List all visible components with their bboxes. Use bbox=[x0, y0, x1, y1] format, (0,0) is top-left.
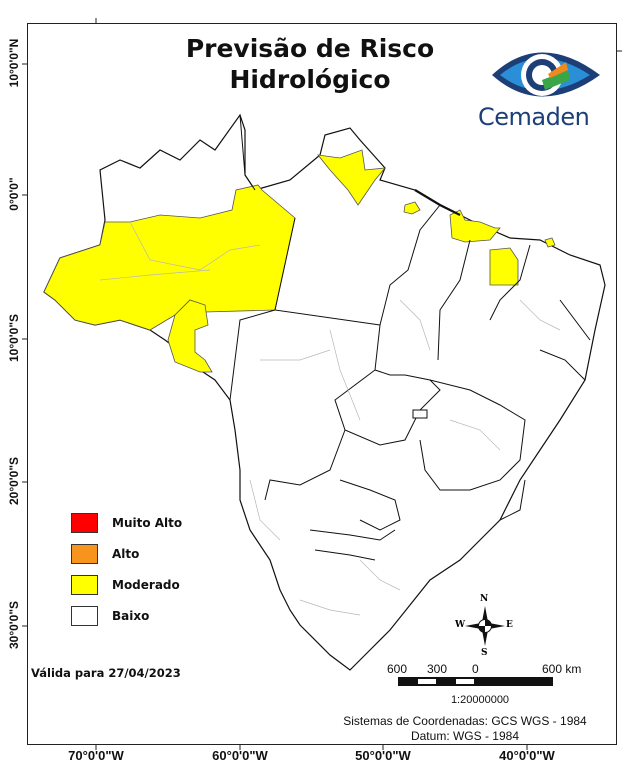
datum-line: Datum: WGS - 1984 bbox=[410, 729, 520, 743]
legend-label: Baixo bbox=[112, 608, 150, 623]
region-amapa bbox=[317, 149, 386, 206]
map-frame bbox=[27, 23, 617, 745]
distrito-federal bbox=[412, 409, 428, 419]
legend-item-moderado: Moderado bbox=[71, 569, 182, 600]
lat-label-30s: 30°0'0"S bbox=[7, 600, 21, 650]
title-line-2: Hidrológico bbox=[229, 65, 391, 94]
swatch-alto bbox=[71, 543, 98, 564]
lat-label-0: 0°0'0" bbox=[7, 177, 21, 211]
title-line-1: Previsão de Risco bbox=[185, 34, 435, 63]
scale-bar bbox=[398, 677, 553, 686]
logo-text: Cemaden bbox=[478, 103, 590, 131]
scale-ratio: 1:20000000 bbox=[450, 694, 510, 706]
swatch-baixo bbox=[71, 605, 98, 626]
scale-label-600-left: 600 bbox=[387, 662, 408, 676]
region-amazonas-west bbox=[43, 184, 296, 331]
lon-label-50w: 50°0'0"W bbox=[355, 748, 411, 763]
legend-label: Moderado bbox=[112, 577, 180, 592]
legend-label: Alto bbox=[112, 546, 140, 561]
region-piaui-north bbox=[489, 247, 519, 286]
scale-label-0: 0 bbox=[472, 662, 479, 676]
region-ceara-coast bbox=[544, 237, 556, 248]
legend-item-muito-alto: Muito Alto bbox=[71, 507, 182, 538]
lat-label-20s: 20°0'0"S bbox=[7, 456, 21, 506]
lon-label-40w: 40°0'0"W bbox=[499, 748, 555, 763]
coordinate-system-line: Sistemas de Coordenadas: GCS WGS - 1984 bbox=[343, 714, 587, 728]
legend-item-baixo: Baixo bbox=[71, 600, 182, 631]
south-label: S bbox=[481, 648, 488, 658]
east-label: E bbox=[506, 620, 513, 630]
validity-date: Válida para 27/04/2023 bbox=[31, 666, 181, 680]
swatch-muito-alto bbox=[71, 512, 98, 533]
west-label: W bbox=[455, 620, 466, 630]
swatch-moderado bbox=[71, 574, 98, 595]
north-label: N bbox=[480, 594, 489, 604]
legend: Muito Alto Alto Moderado Baixo bbox=[71, 507, 182, 631]
eye-logo-icon bbox=[492, 52, 600, 97]
coordinate-system: Sistemas de Coordenadas: GCS WGS - 1984 … bbox=[340, 714, 590, 744]
scale-label-600-km: 600 km bbox=[542, 662, 582, 676]
north-arrow-icon bbox=[465, 606, 505, 646]
region-maranhao-north bbox=[449, 209, 501, 243]
lat-label-10n: 10°0'0"N bbox=[7, 38, 21, 88]
legend-label: Muito Alto bbox=[112, 515, 183, 530]
region-rondonia-strip bbox=[167, 299, 213, 373]
lon-label-70w: 70°0'0"W bbox=[68, 748, 124, 763]
scale-label-300: 300 bbox=[427, 662, 448, 676]
lon-label-60w: 60°0'0"W bbox=[212, 748, 268, 763]
map-title: Previsão de Risco Hidrológico bbox=[150, 33, 470, 95]
lat-label-10s: 10°0'0"S bbox=[7, 313, 21, 363]
legend-item-alto: Alto bbox=[71, 538, 182, 569]
region-para-island bbox=[403, 201, 421, 215]
